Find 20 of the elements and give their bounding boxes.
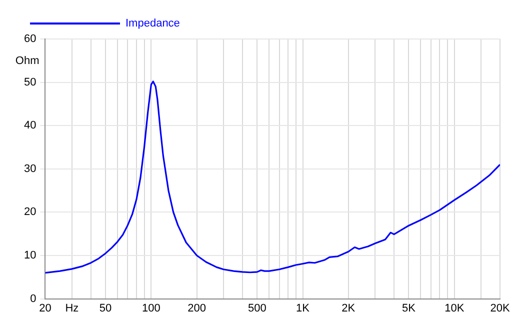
x-tick-label: Hz: [65, 302, 79, 314]
x-tick-label: 200: [188, 302, 206, 314]
y-axis-title: Ohm: [15, 55, 40, 68]
y-tick-label: 0: [30, 292, 36, 305]
x-tick-label: 50: [99, 302, 112, 314]
x-tick-label: 20K: [490, 302, 510, 314]
text: Impedance: [126, 18, 180, 30]
x-tick-label: 20: [39, 302, 52, 314]
x-tick-label: 500: [248, 302, 266, 314]
x-tick-label: 10K: [444, 302, 465, 314]
x-tick-label: 2K: [342, 302, 356, 314]
x-tick-label: 1K: [296, 302, 310, 314]
y-tick-label: 10: [24, 250, 36, 262]
y-tick-label: 20: [24, 206, 36, 218]
y-tick-label: 30: [24, 162, 36, 175]
y-tick-label: 40: [24, 120, 36, 132]
x-tick-label: 5K: [402, 302, 416, 314]
y-tick-label: 60: [24, 33, 36, 46]
x-tick-label: 100: [142, 302, 160, 314]
y-tick-label: 50: [24, 76, 36, 88]
